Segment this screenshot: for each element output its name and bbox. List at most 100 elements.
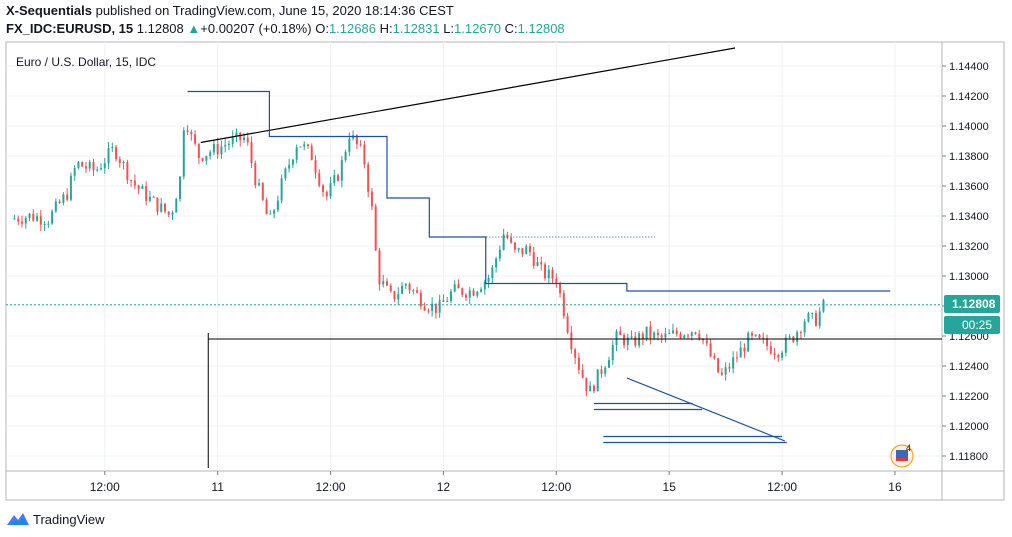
candle-body	[781, 352, 784, 358]
candle-body	[581, 369, 584, 378]
candle-body	[261, 183, 264, 200]
candle-body	[58, 201, 61, 203]
candle-body	[442, 300, 445, 302]
candle-body	[419, 292, 422, 307]
candle-body	[510, 237, 513, 243]
candle-body	[758, 334, 761, 338]
candle-body	[577, 357, 580, 370]
candle-body	[559, 283, 562, 294]
candle-body	[220, 146, 223, 155]
candle-body	[476, 291, 479, 296]
candle-body	[453, 284, 456, 292]
tradingview-brand: TradingView	[33, 511, 105, 527]
candle-body	[796, 332, 799, 342]
candle-body	[724, 367, 727, 375]
x-tick-label: 12:00	[316, 480, 346, 494]
candle-body	[626, 337, 629, 346]
falling-wedge-line	[626, 377, 786, 442]
candle-body	[784, 337, 787, 353]
candle-body	[310, 145, 313, 161]
flag-icon[interactable]: 4	[890, 443, 914, 468]
close-value: 1.12808	[517, 21, 565, 36]
candle-body	[269, 213, 272, 215]
candle-body	[649, 326, 652, 338]
change: +0.00207 (+0.18%)	[200, 21, 312, 36]
candle-body	[171, 212, 174, 215]
candle-body	[378, 250, 381, 285]
candle-body	[822, 299, 825, 312]
publisher-name[interactable]: X-Sequentials	[6, 3, 92, 18]
candle-body	[574, 349, 577, 358]
time-axis[interactable]: 12:00 11 12:00 12 12:00 15 12:00 16	[90, 471, 902, 494]
open-value: 1.12686	[328, 21, 376, 36]
price-badge-text: 1.12808	[952, 297, 996, 311]
candle-body	[641, 333, 644, 339]
candle-body	[295, 147, 298, 160]
candle-body	[773, 353, 776, 355]
candle-body	[570, 332, 573, 350]
candle-body	[291, 159, 294, 165]
price-axis[interactable]: 1.14400 1.14200 1.14000 1.13800 1.13600 1.134…	[942, 61, 989, 463]
candle-body	[735, 357, 738, 359]
candle-body	[431, 303, 434, 311]
candle-body	[103, 163, 106, 169]
candle-body	[318, 172, 321, 186]
candle-body	[720, 372, 723, 375]
candle-body	[216, 143, 219, 155]
candle-body	[694, 332, 697, 334]
candle-body	[799, 332, 802, 334]
candle-body	[370, 191, 373, 207]
candle-body	[333, 175, 336, 184]
candle-body	[190, 131, 193, 135]
candle-body	[145, 186, 148, 201]
y-tick-label: 1.12200	[949, 391, 989, 403]
y-tick-label: 1.14400	[949, 61, 989, 73]
candle-body	[690, 332, 693, 336]
candle-body	[393, 291, 396, 300]
candle-body	[596, 369, 599, 392]
y-tick-label: 1.13600	[949, 181, 989, 193]
candle-body	[495, 258, 498, 268]
candle-body	[750, 333, 753, 336]
candle-body	[231, 136, 234, 144]
candle-body	[389, 285, 392, 292]
candle-body	[532, 252, 535, 266]
candle-body	[679, 334, 682, 338]
candle-body	[766, 338, 769, 346]
candle-body	[814, 313, 817, 326]
candle-body	[687, 335, 690, 337]
tradingview-logo-icon	[7, 513, 29, 525]
candle-body	[126, 162, 129, 181]
candle-body	[201, 158, 204, 161]
candle-body	[239, 132, 242, 141]
candle-body	[367, 164, 370, 192]
step-line	[187, 90, 891, 292]
drawings[interactable]	[6, 47, 942, 468]
publish-info: X-Sequentials published on TradingView.c…	[6, 3, 454, 18]
candle-body	[434, 303, 437, 313]
candle-body	[32, 213, 35, 221]
candle-body	[589, 385, 592, 392]
candle-body	[77, 161, 80, 168]
candle-body	[803, 321, 806, 333]
candle-body	[258, 183, 261, 186]
candle-body	[491, 267, 494, 279]
x-tick-label: 16	[888, 480, 902, 494]
candle-body	[619, 331, 622, 336]
candle-body	[179, 176, 182, 199]
candle-body	[92, 161, 95, 171]
candle-body	[743, 347, 746, 352]
candle-body	[506, 234, 509, 238]
candle-body	[645, 326, 648, 339]
candle-body	[100, 168, 103, 170]
candle-body	[634, 336, 637, 346]
candle-body	[762, 337, 765, 339]
tradingview-logo[interactable]: TradingView	[6, 509, 105, 529]
candle-body	[250, 142, 253, 164]
candle-body	[397, 293, 400, 300]
candle-body	[235, 132, 238, 137]
x-tick-label: 11	[211, 480, 224, 494]
candle-body	[288, 164, 291, 169]
candle-body	[671, 330, 674, 334]
